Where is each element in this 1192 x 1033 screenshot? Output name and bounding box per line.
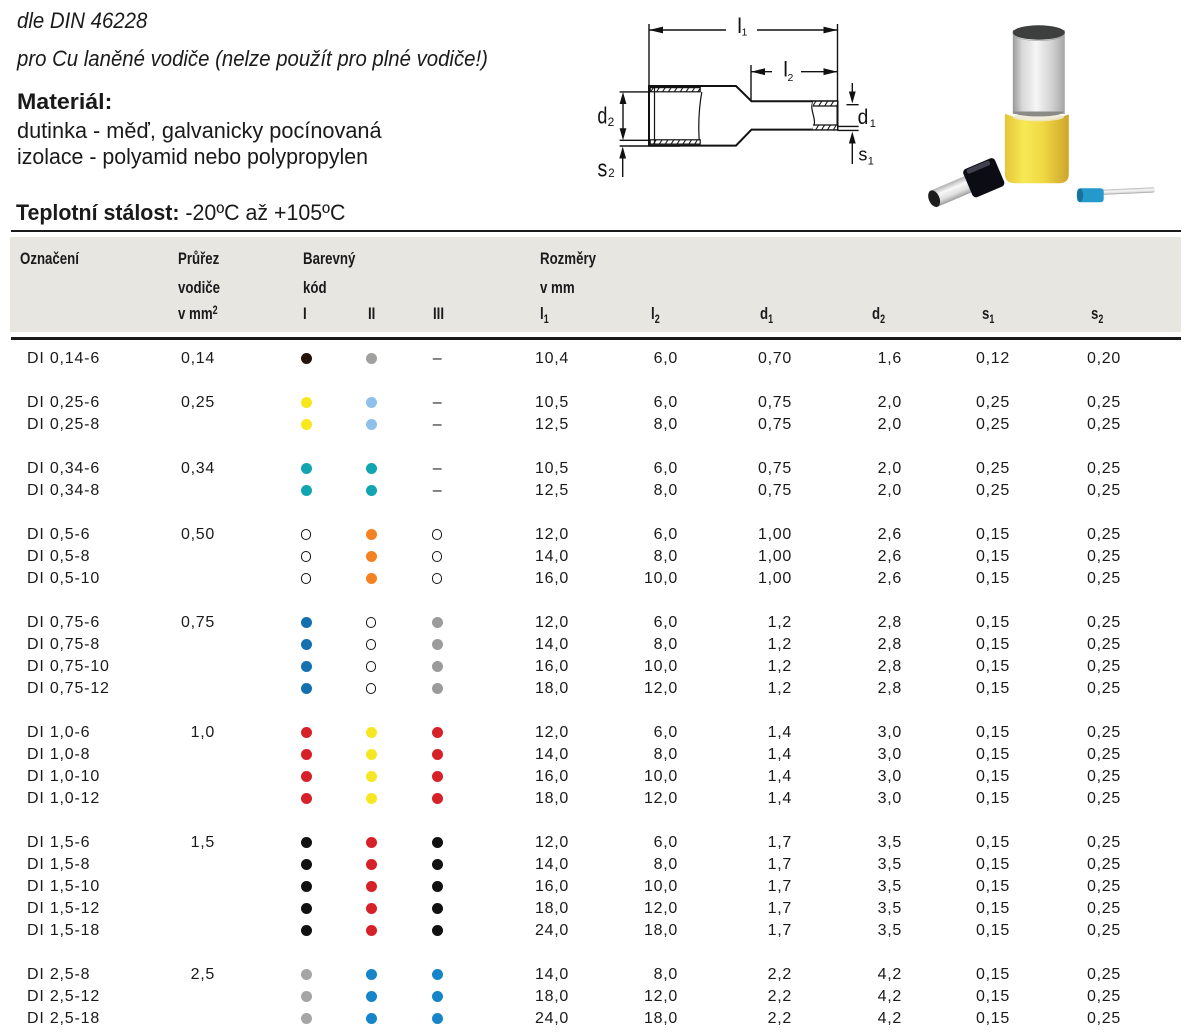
- svg-text:2: 2: [608, 168, 614, 180]
- svg-text:2: 2: [608, 115, 615, 129]
- svg-text:l: l: [737, 15, 742, 38]
- svg-text:d: d: [858, 106, 869, 129]
- svg-text:s: s: [598, 155, 608, 182]
- svg-text:1: 1: [870, 118, 876, 130]
- svg-text:l: l: [783, 59, 788, 82]
- svg-text:2: 2: [788, 72, 794, 84]
- svg-text:s: s: [858, 144, 867, 164]
- svg-text:1: 1: [868, 155, 874, 167]
- svg-text:1: 1: [742, 26, 748, 38]
- svg-text:d: d: [597, 102, 607, 128]
